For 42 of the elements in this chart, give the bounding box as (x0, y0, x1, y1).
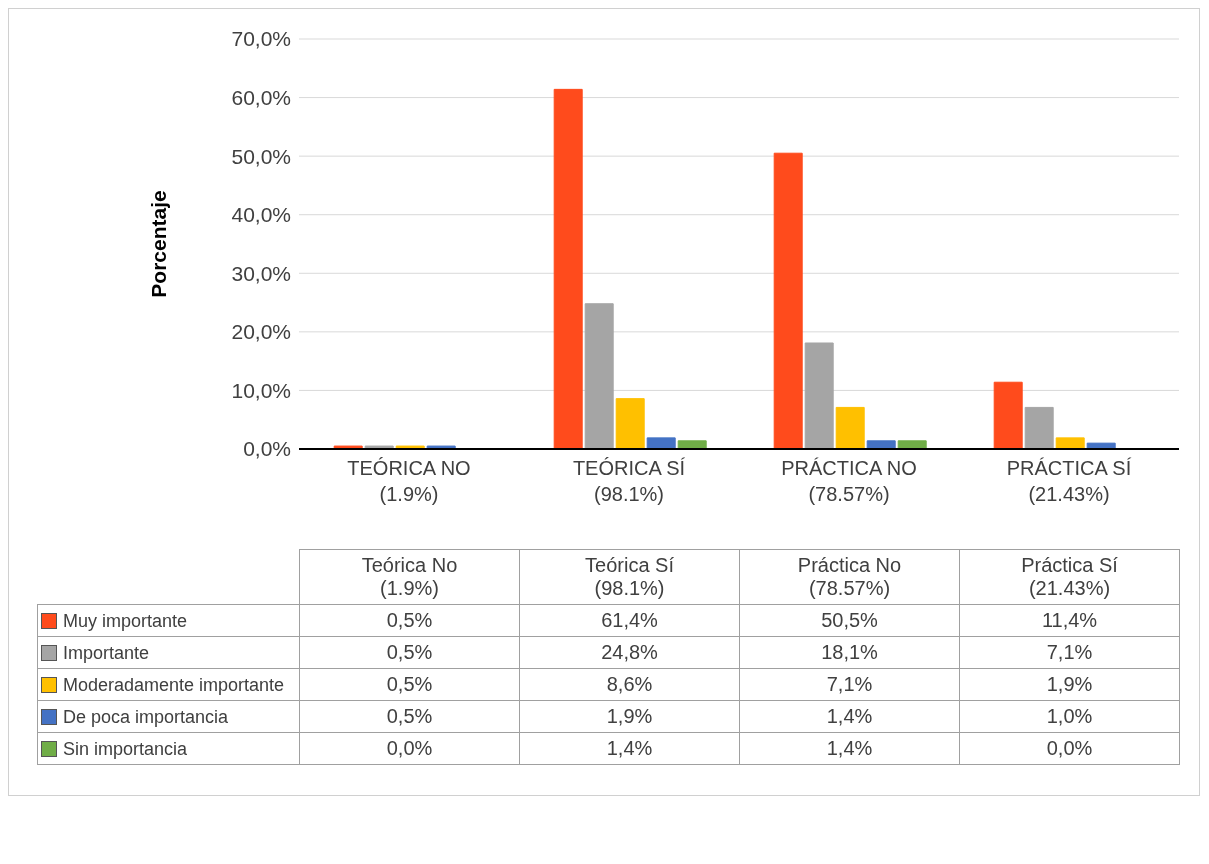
data-label: 0,5% (299, 700, 520, 733)
data-label: 1,4% (739, 732, 960, 765)
text: Teórica No (1.9%) (360, 554, 459, 600)
data-label: 50,5% (739, 604, 960, 637)
data-label: 1,4% (739, 700, 960, 733)
y-tick-label: 10,0% (231, 378, 291, 402)
text: Práctica Sí (21.43%) (1020, 554, 1119, 600)
data-label: 8,6% (519, 668, 740, 701)
y-tick-label: 40,0% (231, 203, 291, 227)
y-tick-label: 50,0% (231, 144, 291, 168)
data-label: 11,4% (959, 604, 1180, 637)
data-label: 0,5% (299, 604, 520, 637)
x-tick-label: PRÁCTICA SÍ (21.43%) (1006, 457, 1132, 505)
data-label: 24,8% (519, 636, 740, 669)
data-label: 0,0% (299, 732, 520, 765)
x-tick-label: TEÓRICA SÍ (98.1%) (572, 457, 686, 505)
data-label: 18,1% (739, 636, 960, 669)
data-label: 1,0% (959, 700, 1180, 733)
y-tick-label: 60,0% (231, 86, 291, 110)
legend-label: Muy importante (63, 610, 188, 631)
data-label: 1,9% (519, 700, 740, 733)
legend-label: Importante (63, 642, 150, 663)
data-label: 0,5% (299, 668, 520, 701)
data-label: 7,1% (959, 636, 1180, 669)
data-label: 61,4% (519, 604, 740, 637)
y-axis-title: Porcentaje (147, 190, 171, 298)
legend-label: Moderadamente importante (63, 674, 285, 695)
text: Teórica Sí (98.1%) (584, 554, 675, 600)
x-tick-label: PRÁCTICA NO (78.57%) (781, 457, 917, 505)
y-tick-label: 30,0% (231, 261, 291, 285)
y-tick-label: 20,0% (231, 320, 291, 344)
data-label: 1,4% (519, 732, 740, 765)
y-tick-label: 0,0% (243, 437, 291, 461)
y-tick-label: 70,0% (231, 27, 291, 51)
legend-label: De poca importancia (63, 706, 229, 727)
data-label: 7,1% (739, 668, 960, 701)
data-label: 0,5% (299, 636, 520, 669)
x-tick-label: TEÓRICA NO (1.9%) (347, 457, 471, 505)
data-label: 0,0% (959, 732, 1180, 765)
data-label: 1,9% (959, 668, 1180, 701)
text: Práctica No (78.57%) (796, 554, 903, 600)
legend-label: Sin importancia (63, 738, 188, 759)
